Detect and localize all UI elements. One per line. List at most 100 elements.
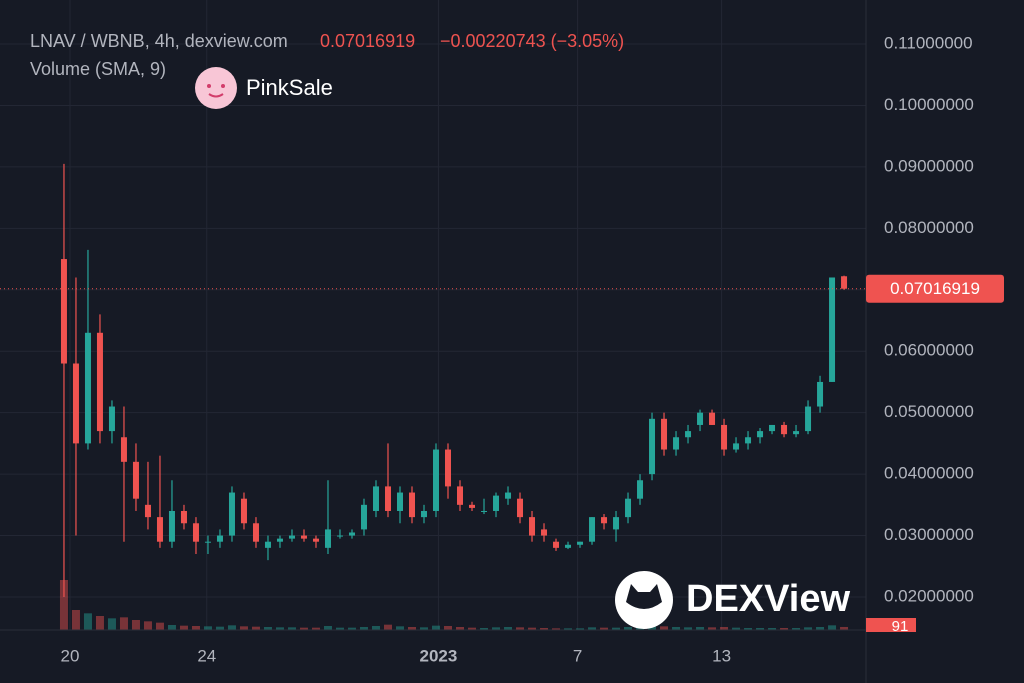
volume-bar	[516, 627, 525, 630]
volume-bar	[708, 627, 717, 630]
volume-bar	[251, 626, 260, 630]
pinksale-text: PinkSale	[246, 75, 333, 100]
y-tick-label: 0.03000000	[884, 525, 974, 544]
volume-bar	[660, 626, 669, 630]
candle-body	[793, 431, 800, 435]
candle-body	[288, 535, 295, 539]
volume-bar	[383, 624, 392, 630]
volume-bar	[119, 617, 128, 630]
candle-body	[384, 486, 391, 511]
candle-body	[805, 406, 812, 432]
chart-title: LNAV / WBNB, 4h, dexview.com	[30, 31, 288, 51]
candle-body	[469, 504, 476, 508]
candle-body	[769, 424, 776, 432]
volume-bar	[492, 627, 501, 630]
volume-bar	[263, 627, 272, 630]
volume-bar	[203, 626, 212, 630]
candle-body	[360, 504, 367, 530]
candle-body	[120, 437, 127, 462]
x-tick-label: 20	[61, 646, 80, 665]
volume-bar	[480, 628, 489, 630]
candle-body	[673, 437, 680, 450]
candle-body	[72, 363, 79, 444]
y-tick-label: 0.11000000	[884, 33, 973, 52]
candle-body	[264, 541, 271, 548]
candle-body	[481, 510, 488, 512]
volume-label: 91	[892, 618, 909, 635]
volume-bar	[684, 627, 693, 630]
x-tick-label: 2023	[419, 646, 457, 665]
volume-bar	[131, 620, 140, 630]
volume-bar	[419, 627, 428, 630]
volume-bar	[191, 626, 200, 630]
candle-body	[433, 449, 440, 511]
volume-bar	[624, 627, 633, 630]
candle-body	[192, 523, 199, 542]
volume-bar	[696, 627, 705, 630]
last-price-label: 0.07016919	[890, 279, 980, 298]
volume-bar	[612, 627, 621, 630]
volume-bar	[672, 627, 681, 630]
volume-bar	[720, 627, 729, 630]
volume-bar	[287, 627, 296, 630]
volume-bar	[227, 625, 236, 630]
candle-body	[300, 535, 307, 539]
volume-bar	[528, 627, 537, 630]
candle-body	[685, 431, 692, 438]
x-tick-label: 24	[197, 646, 216, 665]
volume-bar	[780, 628, 789, 630]
candle-body	[553, 541, 560, 548]
volume-bar	[143, 621, 152, 630]
candle-body	[336, 535, 343, 537]
dexview-text: DEXView	[686, 578, 850, 620]
y-tick-label: 0.08000000	[884, 218, 974, 237]
y-tick-label: 0.02000000	[884, 586, 974, 605]
volume-bar	[432, 625, 441, 630]
candle-body	[637, 480, 644, 499]
volume-bar	[371, 626, 380, 630]
volume-bar	[552, 628, 561, 630]
candle-body	[757, 431, 764, 438]
volume-bar	[179, 625, 188, 630]
volume-bar	[540, 628, 549, 630]
last-price: 0.07016919	[320, 31, 415, 51]
candle-body	[445, 449, 452, 487]
candle-body	[144, 504, 151, 518]
volume-bar	[107, 618, 116, 630]
candle-body	[493, 495, 500, 511]
last-price-badge	[866, 274, 1004, 303]
candle-body	[276, 538, 283, 542]
volume-bar	[600, 627, 609, 630]
volume-bar	[215, 626, 224, 630]
volume-bar	[564, 628, 573, 630]
volume-bar	[347, 627, 356, 630]
candle-layer	[0, 163, 866, 598]
candle-body	[348, 532, 355, 536]
volume-bar	[768, 628, 777, 630]
volume-bar	[155, 622, 164, 630]
candle-body	[841, 276, 848, 289]
volume-bar	[456, 627, 465, 630]
volume-bar	[468, 627, 477, 630]
volume-bar	[395, 626, 404, 630]
candle-body	[733, 443, 740, 450]
volume-bar	[359, 627, 368, 630]
candle-body	[697, 412, 704, 425]
axes: 0.02000000 0.03000000 0.04000000 0.05000000…	[61, 33, 1004, 665]
candle-body	[312, 538, 319, 542]
candle-body	[517, 498, 524, 518]
volume-bar	[239, 626, 248, 630]
volume-bar	[407, 627, 416, 630]
candle-body	[204, 541, 211, 543]
candle-body	[661, 418, 668, 450]
candle-body	[457, 486, 464, 505]
y-tick-label: 0.05000000	[884, 402, 974, 421]
candle-body	[324, 529, 331, 548]
volume-bar	[576, 628, 585, 630]
volume-bar	[504, 627, 513, 630]
volume-bar	[83, 613, 92, 630]
volume-bar	[95, 616, 104, 630]
volume-bar	[323, 626, 332, 630]
candle-body	[613, 517, 620, 530]
